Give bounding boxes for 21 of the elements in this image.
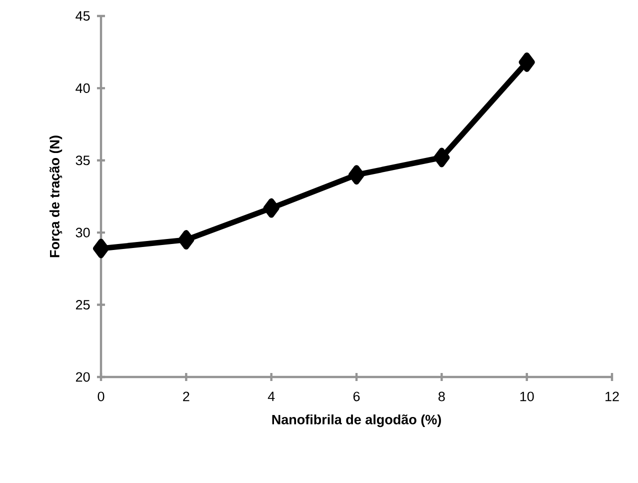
point (518, 52, 535, 72)
x-tick-label: 4 (268, 392, 275, 401)
y-tick-label: 45 (76, 11, 90, 21)
y-tick-label: 40 (76, 83, 90, 93)
y-tick-label: 20 (76, 372, 90, 382)
x-tick-label: 6 (353, 392, 360, 402)
x-tick-label: 12 (606, 392, 619, 402)
x-tick-label: 8 (438, 392, 445, 402)
point (178, 230, 194, 250)
y-axis-title: Força de tração (N) (50, 136, 62, 258)
x-tick-label: 10 (520, 392, 534, 402)
point (434, 148, 450, 168)
point (348, 165, 365, 185)
y-tick-label: 35 (76, 156, 90, 166)
x-tick-label: 2 (183, 392, 190, 402)
x-axis-title: Nanofibrila de algodão (%) (272, 414, 441, 428)
y-tick-label: 30 (76, 228, 90, 238)
point (263, 198, 280, 218)
x-tick-label: 0 (98, 392, 104, 402)
point (93, 238, 110, 258)
y-tick-label: 25 (76, 300, 90, 310)
